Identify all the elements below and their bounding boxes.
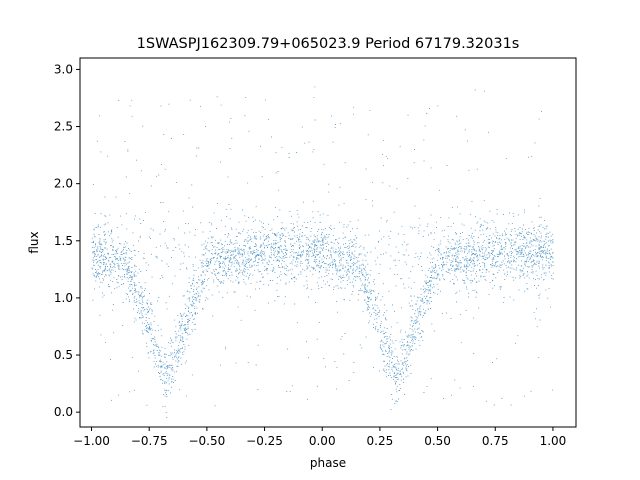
x-tick-label: −0.25 (246, 434, 283, 448)
data-points (91, 86, 554, 418)
x-axis-label: phase (310, 456, 346, 470)
x-tick-label: 0.00 (309, 434, 336, 448)
x-axis: −1.00 −0.75 −0.50 −0.25 0.00 0.25 0.50 0.75 1.00 (73, 427, 566, 448)
scatter-points (91, 86, 554, 418)
y-tick-label: 0.0 (54, 405, 73, 419)
y-tick-label: 0.5 (54, 348, 73, 362)
y-axis-label: flux (27, 231, 41, 253)
x-tick-label: 1.00 (540, 434, 567, 448)
y-tick-label: 1.5 (54, 234, 73, 248)
x-tick-label: 0.25 (367, 434, 394, 448)
y-axis: 0.0 0.5 1.0 1.5 2.0 2.5 3.0 (54, 62, 80, 419)
x-tick-label: 0.75 (482, 434, 509, 448)
x-tick-label: −1.00 (73, 434, 110, 448)
x-tick-label: −0.50 (188, 434, 225, 448)
plot-border (79, 57, 577, 428)
y-tick-label: 2.5 (54, 120, 73, 134)
y-tick-label: 2.0 (54, 177, 73, 191)
y-tick-label: 3.0 (54, 62, 73, 76)
y-tick-label: 1.0 (54, 291, 73, 305)
x-tick-label: −0.75 (131, 434, 168, 448)
x-tick-label: 0.50 (424, 434, 451, 448)
chart-title: 1SWASPJ162309.79+065023.9 Period 67179.3… (137, 36, 520, 52)
plot-area (80, 58, 576, 427)
